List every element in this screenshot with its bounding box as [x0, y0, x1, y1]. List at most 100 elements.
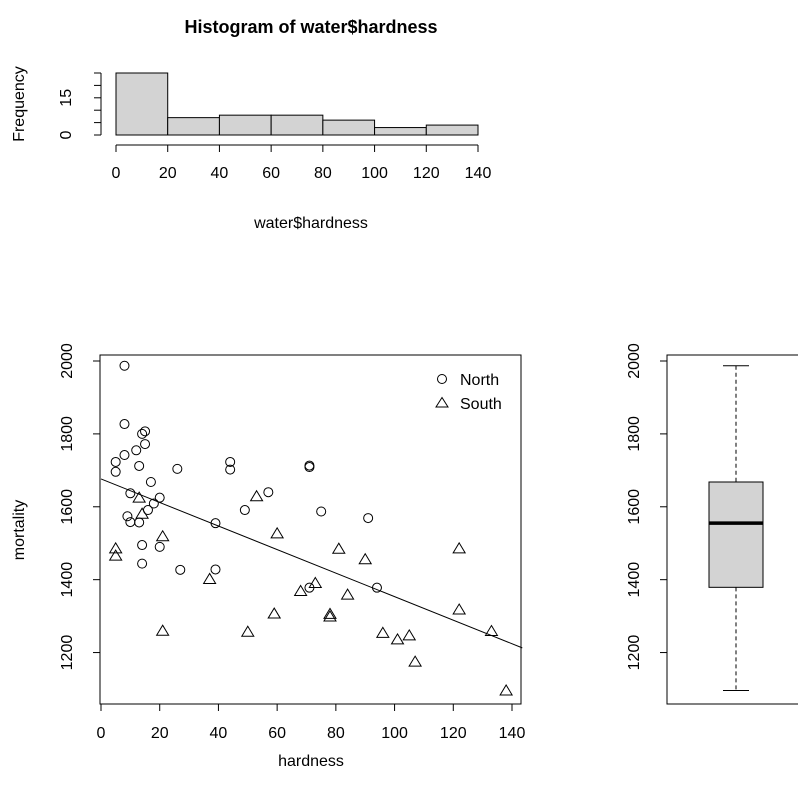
scatter-x-tick-label: 20 — [151, 725, 169, 742]
scatter-points — [108, 360, 514, 696]
histogram-x-label: water$hardness — [253, 215, 368, 232]
south-point — [375, 626, 390, 638]
north-point — [154, 541, 165, 552]
north-point — [137, 540, 148, 551]
boxplot-y-tick-label: 1600 — [626, 489, 643, 525]
scatter-x-tick-label: 40 — [210, 725, 228, 742]
legend-north-marker — [437, 374, 447, 384]
histogram-bar — [115, 72, 169, 136]
south-point — [155, 529, 170, 542]
scatter-panel: 0 20 40 60 80 100 120 140 12001400160018002000 … — [11, 343, 525, 770]
north-point — [140, 426, 151, 437]
south-point — [108, 549, 123, 561]
histogram-x-tick-label: 140 — [465, 165, 492, 182]
legend-north-label: North — [460, 372, 499, 389]
boxplot-panel: 1200 1400 1600 1800 2000 — [626, 343, 798, 705]
north-point — [140, 439, 151, 450]
boxplot-box — [708, 481, 764, 588]
south-point — [155, 624, 170, 636]
north-point — [125, 488, 136, 499]
south-point — [499, 683, 514, 696]
south-point — [240, 625, 255, 637]
scatter-y-tick-label: 1200 — [59, 635, 76, 671]
scatter-x-label: hardness — [278, 753, 344, 770]
histogram-panel: Histogram of water$hardness 0 20 40 60 80 100… — [11, 17, 491, 232]
histogram-x-tick-label: 0 — [112, 165, 121, 182]
scatter-y-tick-label: 1600 — [59, 489, 76, 525]
north-point — [145, 476, 156, 487]
scatter-x-tick-label: 0 — [97, 725, 106, 742]
north-point — [363, 513, 374, 524]
south-point — [323, 610, 337, 622]
north-point — [239, 505, 250, 516]
histogram-y-label: Frequency — [11, 66, 28, 142]
histogram-bars — [115, 72, 479, 136]
south-point — [331, 542, 346, 554]
histogram-bar — [374, 127, 427, 136]
south-point — [308, 576, 323, 588]
south-point — [108, 541, 123, 554]
north-point — [134, 460, 145, 471]
histogram-y-tick-label: 15 — [58, 89, 75, 107]
histogram-x-tick-label: 20 — [159, 165, 177, 182]
south-point — [267, 607, 282, 619]
north-point — [119, 450, 130, 461]
histogram-bar — [425, 124, 479, 136]
north-point — [125, 517, 136, 528]
north-point — [137, 428, 148, 439]
boxplot-y-axis: 1200 1400 1600 1800 2000 — [626, 343, 668, 671]
scatter-y-tick-label: 1400 — [59, 562, 76, 598]
north-point — [131, 445, 142, 456]
boxplot-elements — [708, 365, 764, 691]
scatter-legend: North South — [435, 372, 502, 413]
scatter-x-tick-label: 140 — [499, 725, 526, 742]
scatter-y-label: mortality — [11, 500, 28, 560]
histogram-x-axis: 0 20 40 60 80 100 120 140 — [112, 144, 492, 182]
histogram-x-tick-label: 120 — [413, 165, 440, 182]
regression-line — [100, 478, 523, 649]
north-point — [225, 456, 236, 467]
north-point — [263, 487, 274, 498]
north-point — [210, 564, 221, 575]
histogram-bar — [270, 114, 324, 136]
north-point — [119, 419, 130, 430]
histogram-bar — [167, 117, 220, 136]
north-point — [148, 498, 159, 509]
south-point — [202, 572, 217, 584]
north-point — [225, 464, 236, 475]
histogram-y-tick-label: 0 — [58, 130, 75, 139]
legend-south-label: South — [460, 396, 502, 413]
scatter-y-tick-label: 2000 — [59, 343, 76, 379]
boxplot-y-tick-label: 2000 — [626, 343, 643, 379]
histogram-x-tick-label: 80 — [314, 165, 332, 182]
north-point — [110, 466, 121, 477]
boxplot-y-tick-label: 1200 — [626, 635, 643, 671]
histogram-x-tick-label: 40 — [211, 165, 229, 182]
north-point — [134, 517, 145, 528]
scatter-x-tick-label: 100 — [381, 725, 408, 742]
south-point — [340, 588, 355, 600]
scatter-plot-frame — [99, 354, 522, 705]
north-point — [110, 456, 121, 467]
north-point — [119, 360, 130, 371]
north-point — [172, 463, 183, 474]
south-point — [452, 541, 467, 554]
south-point — [323, 607, 337, 619]
south-point — [452, 603, 467, 615]
histogram-title: Histogram of water$hardness — [184, 17, 437, 37]
south-point — [270, 526, 285, 539]
south-point — [135, 507, 149, 519]
histogram-y-axis: 0 15 — [58, 72, 102, 139]
north-point — [137, 558, 148, 569]
south-point — [249, 489, 264, 502]
histogram-x-tick-label: 100 — [361, 165, 388, 182]
histogram-bar — [218, 114, 272, 136]
legend-south-marker — [435, 396, 449, 408]
scatter-y-tick-label: 1800 — [59, 416, 76, 452]
histogram-x-tick-label: 60 — [262, 165, 280, 182]
scatter-x-axis: 0 20 40 60 80 100 120 140 — [97, 703, 526, 742]
south-point — [402, 628, 417, 641]
histogram-bar — [322, 119, 376, 136]
scatter-x-tick-label: 60 — [268, 725, 286, 742]
